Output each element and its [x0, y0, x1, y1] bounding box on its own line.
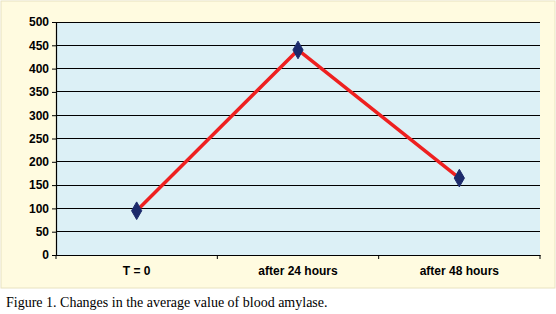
y-tick-label: 250	[29, 132, 49, 146]
y-tick: 250	[29, 132, 56, 146]
x-tick: after 48 hours	[420, 255, 500, 278]
y-tick-mark	[52, 115, 56, 116]
y-tick-label: 150	[29, 178, 49, 192]
y-tick-mark	[52, 255, 56, 256]
y-tick-label: 100	[29, 202, 49, 216]
grid-line	[56, 231, 540, 232]
x-axis: T = 0 after 24 hours after 48 hours	[56, 255, 541, 278]
y-tick-label: 0	[42, 248, 49, 262]
x-separator	[378, 255, 379, 259]
grid-line	[56, 22, 540, 23]
y-tick: 100	[29, 202, 56, 216]
grid-line	[56, 138, 540, 139]
grid-line	[56, 68, 540, 69]
y-axis: 0 50 100 150 200 250 300 350 400 450 500	[29, 15, 57, 262]
y-tick-label: 200	[29, 155, 49, 169]
y-tick: 0	[42, 248, 56, 262]
title: Figure 1. Changes in the average value o…	[6, 295, 328, 310]
y-tick-label: 500	[29, 15, 49, 29]
y-tick-mark	[52, 45, 56, 46]
y-tick: 150	[29, 178, 56, 192]
y-tick-mark	[52, 208, 56, 209]
y-tick-label: 50	[36, 225, 50, 239]
y-tick-mark	[52, 139, 56, 140]
x-separator	[540, 255, 541, 259]
x-separators	[56, 255, 540, 259]
y-tick: 350	[29, 85, 56, 99]
grid	[56, 22, 540, 255]
marker	[293, 41, 303, 59]
x-separator	[56, 255, 57, 259]
x-tick: after 24 hours	[258, 255, 338, 278]
marker	[132, 202, 142, 220]
x-separator	[217, 255, 218, 259]
y-tick-mark	[52, 185, 56, 186]
x-tick: T = 0	[123, 255, 151, 278]
y-tick: 500	[29, 15, 56, 29]
marker	[454, 169, 464, 187]
x-tick-label: T = 0	[123, 264, 151, 278]
grid-line	[56, 161, 540, 162]
data-line	[137, 50, 460, 211]
y-tick: 400	[29, 62, 56, 76]
y-tick-label: 300	[29, 109, 49, 123]
y-tick-mark	[52, 69, 56, 70]
plot-marks	[132, 41, 465, 219]
y-tick-label: 400	[29, 62, 49, 76]
y-tick-label: 350	[29, 85, 49, 99]
y-tick-mark	[52, 232, 56, 233]
grid-line	[56, 91, 540, 92]
y-tick: 200	[29, 155, 56, 169]
grid-line	[56, 185, 540, 186]
y-tick: 450	[29, 39, 56, 53]
y-tick-mark	[52, 92, 56, 93]
x-axis-line	[57, 255, 541, 256]
y-tick-mark	[52, 162, 56, 163]
grid-line	[56, 208, 540, 209]
plot-background	[56, 22, 540, 255]
grid-line	[56, 255, 540, 256]
y-tick: 300	[29, 109, 56, 123]
y-tick: 50	[36, 225, 56, 239]
y-axis-line	[56, 23, 57, 256]
chart: 0 50 100 150 200 250 300 350 400 450 500 T = 0 after…	[0, 0, 556, 314]
y-tick-mark	[52, 22, 56, 23]
chart-background	[1, 1, 555, 288]
y-tick-label: 450	[29, 39, 49, 53]
x-tick-label: after 24 hours	[258, 264, 338, 278]
x-tick-label: after 48 hours	[420, 264, 500, 278]
grid-line	[56, 115, 540, 116]
